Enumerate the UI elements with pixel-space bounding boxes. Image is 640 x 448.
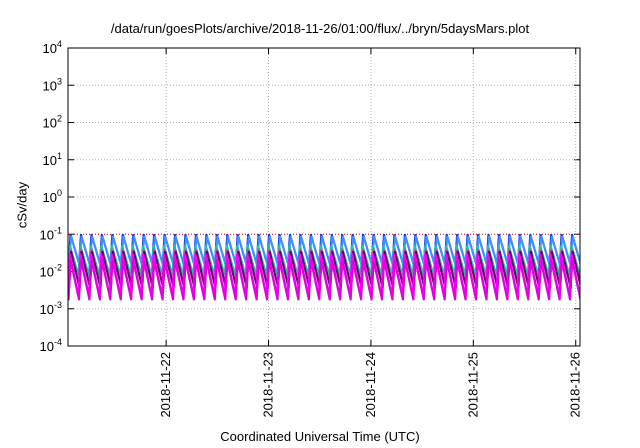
x-tick-label: 2018-11-23 <box>261 352 276 418</box>
y-tick-label: 10-2 <box>40 263 62 280</box>
y-tick-label: 100 <box>43 188 62 205</box>
y-tick-label: 102 <box>43 114 62 131</box>
series-line <box>68 251 580 289</box>
y-tick-label: 103 <box>43 76 62 93</box>
y-tick-label: 10-1 <box>40 225 62 242</box>
series-line <box>68 253 580 297</box>
series-line <box>68 248 580 285</box>
series-line <box>68 260 580 301</box>
series-group <box>68 233 580 301</box>
x-tick-label: 2018-11-22 <box>158 352 173 418</box>
x-axis-label: Coordinated Universal Time (UTC) <box>220 429 420 444</box>
y-tick-label: 101 <box>43 151 62 168</box>
x-tick-label: 2018-11-25 <box>465 352 480 418</box>
plot-frame <box>67 47 581 347</box>
x-tick-label: 2018-11-24 <box>363 352 378 418</box>
series-line <box>68 233 580 265</box>
series-line <box>68 245 580 276</box>
series-line <box>68 235 580 267</box>
x-tick-label: 2018-11-26 <box>568 352 583 418</box>
y-tick-label: 10-4 <box>40 337 62 354</box>
chart-title: /data/run/goesPlots/archive/2018-11-26/0… <box>110 21 530 36</box>
y-tick-label: 10-3 <box>40 300 62 317</box>
y-tick-label: 104 <box>43 39 62 56</box>
